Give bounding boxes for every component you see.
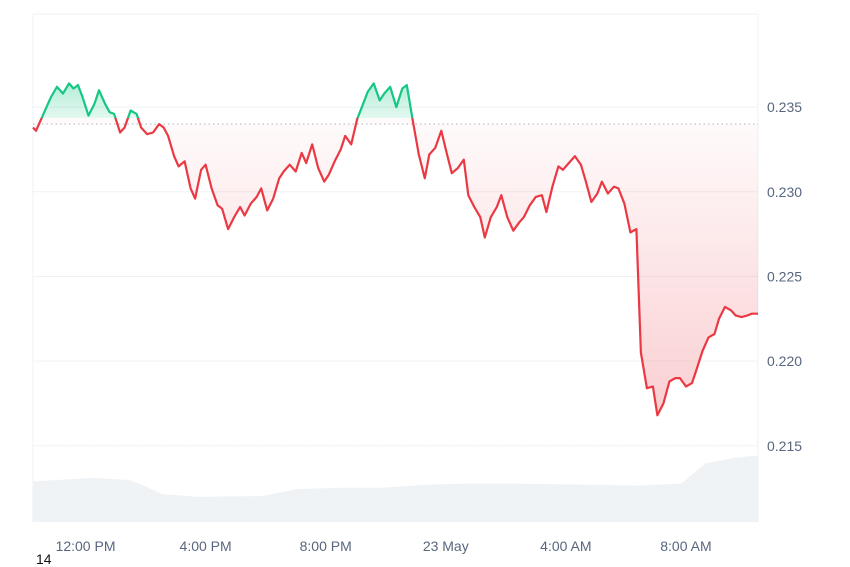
x-tick-label: 23 May [423, 538, 469, 554]
price-area [33, 83, 758, 416]
grid-lines [32, 13, 759, 522]
volume-area [33, 455, 758, 522]
y-tick-label: 0.215 [767, 438, 802, 454]
y-tick-label: 0.235 [767, 99, 802, 115]
y-tick-label: 0.225 [767, 268, 802, 284]
price-line-red [32, 118, 758, 417]
x-tick-label: 12:00 PM [56, 538, 116, 554]
volume-bars [33, 445, 758, 522]
x-tick-label: 4:00 AM [540, 538, 591, 554]
x-tick-label: 8:00 PM [300, 538, 352, 554]
corner-note: 14 [36, 551, 52, 567]
area-above-baseline [41, 83, 413, 118]
y-tick-label: 0.230 [767, 184, 802, 200]
x-tick-label: 8:00 AM [660, 538, 711, 554]
y-tick-label: 0.220 [767, 353, 802, 369]
y-axis-ticks: 0.215 0.220 0.225 0.230 0.235 [767, 99, 802, 454]
price-line [32, 82, 758, 417]
price-line-green [40, 82, 414, 118]
x-axis-ticks: 12:00 PM 4:00 PM 8:00 PM 23 May 4:00 AM 8:00 … [56, 538, 712, 554]
area-below-baseline [33, 118, 758, 416]
x-tick-label: 4:00 PM [180, 538, 232, 554]
